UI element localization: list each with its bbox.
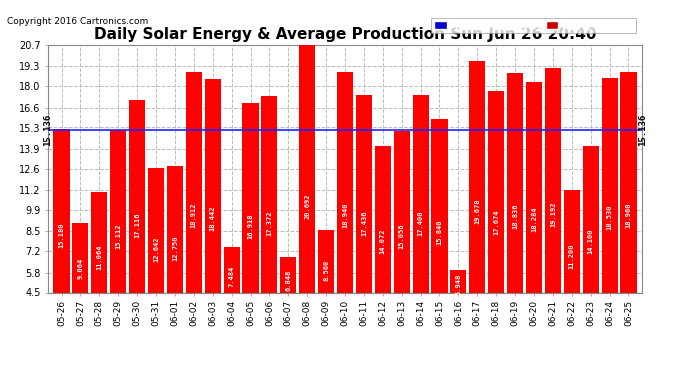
Bar (564, 190, 580, 361)
Text: 15.840: 15.840 (437, 219, 442, 245)
Bar (54, 129, 70, 361)
Bar (318, 231, 334, 361)
Text: 6.848: 6.848 (285, 269, 291, 291)
Bar (91, 192, 108, 361)
Text: 18.912: 18.912 (191, 202, 197, 228)
Bar (148, 168, 164, 361)
Text: 11.064: 11.064 (97, 244, 102, 270)
Bar (545, 68, 561, 361)
Bar (507, 74, 523, 361)
Text: 17.674: 17.674 (493, 209, 499, 235)
Bar (299, 45, 315, 361)
Text: 20.692: 20.692 (304, 193, 310, 219)
Text: 8.560: 8.560 (323, 260, 329, 281)
Text: 15.180: 15.180 (59, 223, 65, 248)
Bar (337, 72, 353, 361)
Text: 15.056: 15.056 (399, 223, 405, 249)
Bar (186, 72, 202, 361)
Bar (431, 119, 448, 361)
Text: 7.484: 7.484 (228, 266, 235, 287)
Bar (451, 270, 466, 361)
Bar (72, 223, 88, 361)
Bar (262, 96, 277, 361)
Bar (129, 100, 145, 361)
Text: 14.072: 14.072 (380, 229, 386, 254)
Bar (356, 95, 372, 361)
Bar (224, 247, 239, 361)
Bar (110, 130, 126, 361)
Text: 14.100: 14.100 (588, 228, 593, 254)
Text: 19.192: 19.192 (550, 201, 556, 227)
Bar (413, 95, 428, 361)
Text: 15.136: 15.136 (638, 114, 647, 146)
Bar (394, 131, 410, 361)
Bar (602, 78, 618, 361)
Bar (280, 256, 296, 361)
Text: 18.960: 18.960 (625, 202, 631, 228)
Bar (375, 146, 391, 361)
Text: 17.400: 17.400 (417, 211, 424, 236)
Bar (526, 82, 542, 361)
Text: 16.918: 16.918 (248, 213, 253, 239)
Text: 18.442: 18.442 (210, 205, 216, 231)
Text: 18.836: 18.836 (512, 203, 518, 229)
Text: Copyright 2016 Cartronics.com: Copyright 2016 Cartronics.com (7, 17, 148, 26)
Text: 5.948: 5.948 (455, 274, 462, 296)
Text: 9.064: 9.064 (77, 258, 83, 279)
Text: 15.112: 15.112 (115, 223, 121, 249)
Text: 17.372: 17.372 (266, 211, 273, 236)
Text: 17.436: 17.436 (361, 211, 367, 236)
Text: 18.284: 18.284 (531, 206, 537, 231)
Bar (488, 91, 504, 361)
Text: 15.136: 15.136 (43, 114, 52, 146)
Text: 12.642: 12.642 (153, 236, 159, 262)
Bar (582, 146, 599, 361)
Bar (167, 166, 183, 361)
Text: 18.530: 18.530 (607, 205, 613, 230)
Text: 17.116: 17.116 (134, 212, 140, 238)
Bar (620, 72, 636, 361)
Text: 18.940: 18.940 (342, 202, 348, 228)
Bar (469, 61, 485, 361)
Text: 11.200: 11.200 (569, 244, 575, 269)
Title: Daily Solar Energy & Average Production Sun Jun 26 20:40: Daily Solar Energy & Average Production … (94, 27, 596, 42)
Legend: Average  (kWh), Daily  (kWh): Average (kWh), Daily (kWh) (431, 18, 636, 33)
Text: 19.678: 19.678 (474, 199, 480, 224)
Text: 12.750: 12.750 (172, 236, 178, 261)
Bar (242, 103, 259, 361)
Bar (205, 80, 221, 361)
